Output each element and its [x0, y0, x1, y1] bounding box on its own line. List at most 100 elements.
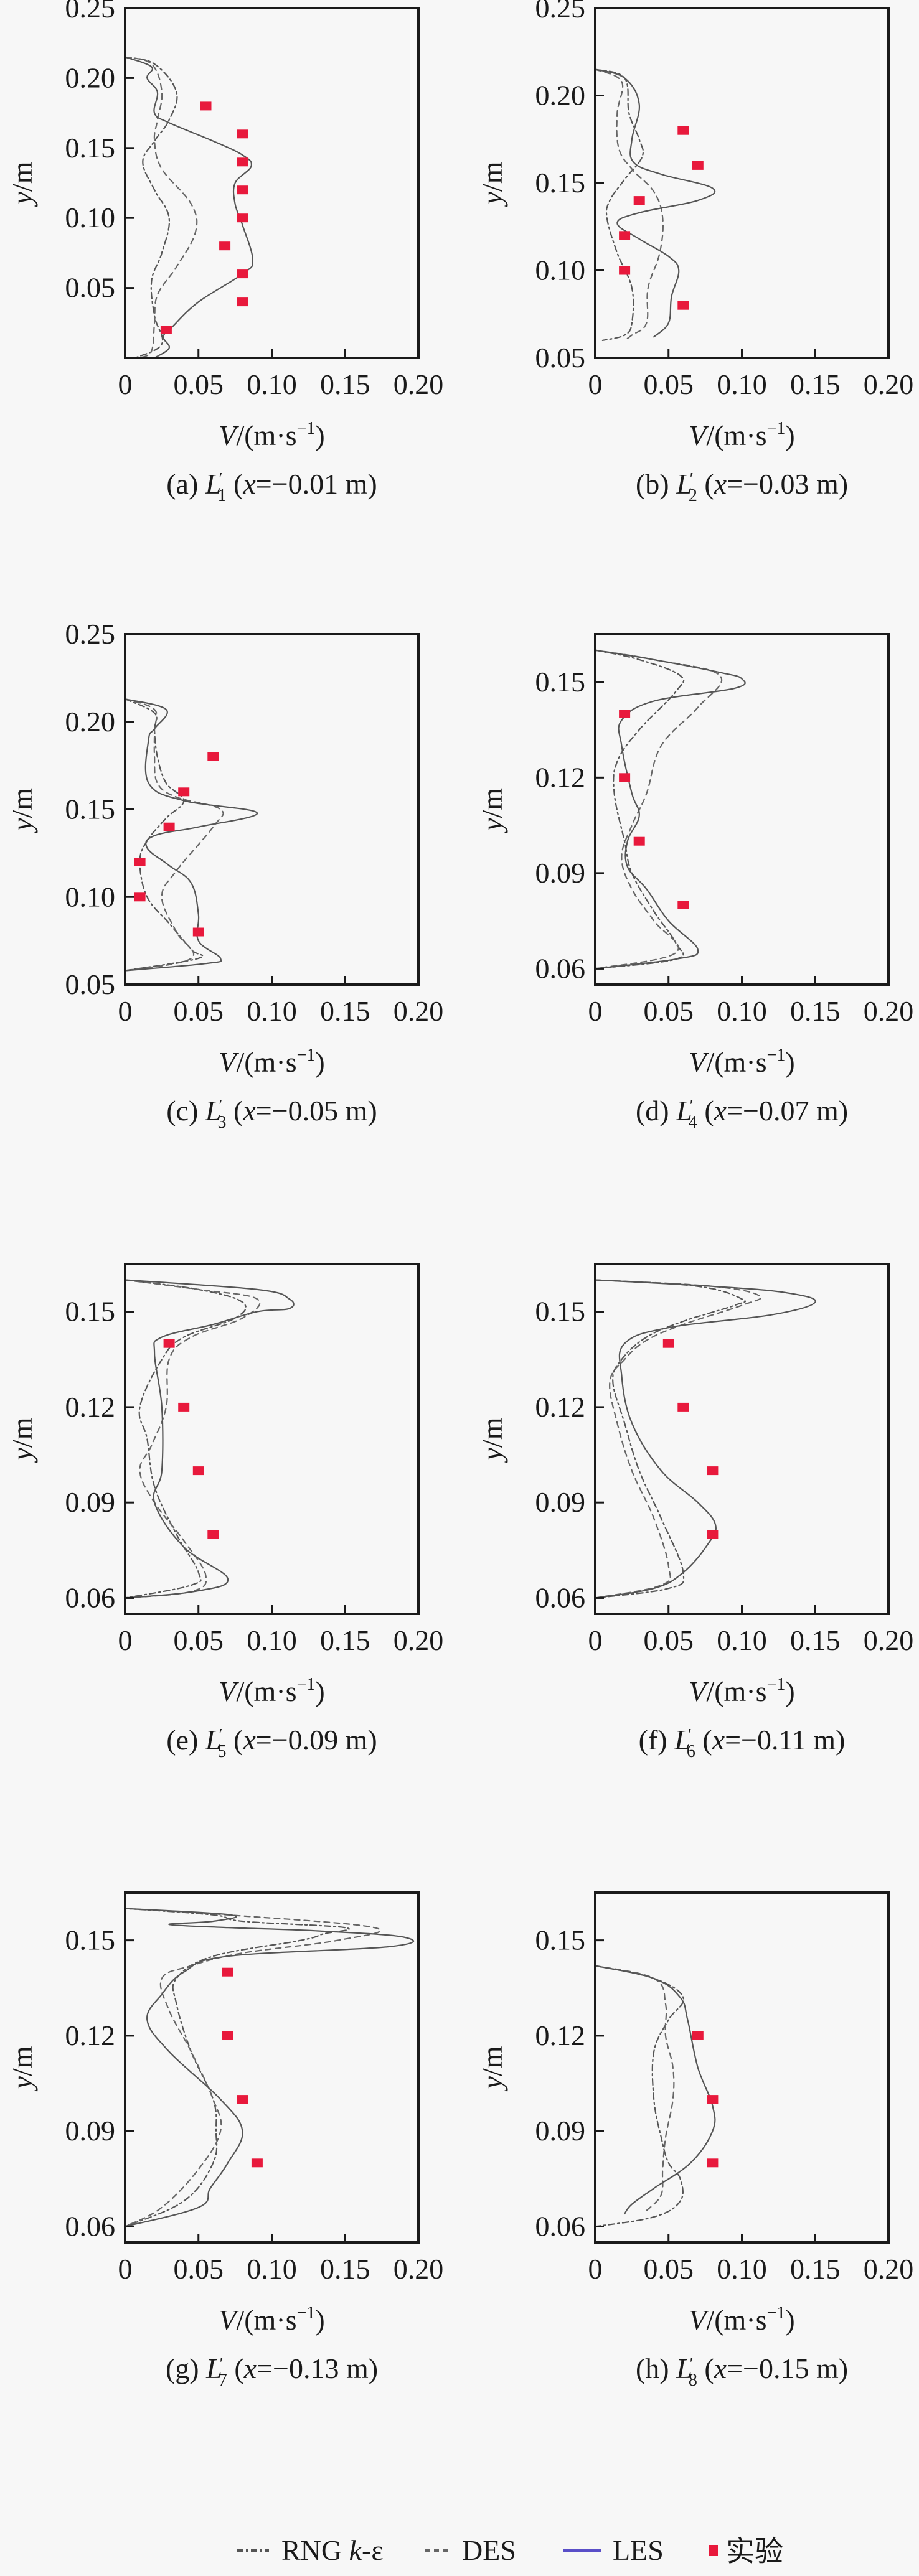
experiment-point	[692, 161, 704, 170]
x-tick-label: 0.10	[717, 2253, 767, 2285]
legend-experiment-marker	[709, 2545, 718, 2556]
x-tick-label: 0	[118, 368, 133, 400]
x-axis-label: V/(m·s−1)	[219, 1675, 324, 1707]
legend: RNG k-ε DES LES 实验	[237, 2534, 783, 2567]
y-tick-label: 0.15	[65, 1296, 116, 1328]
experiment-point	[160, 326, 172, 334]
x-tick-label: 0	[588, 2253, 603, 2285]
y-tick-label: 0.15	[535, 1296, 586, 1328]
x-axis-label: V/(m·s−1)	[689, 1675, 794, 1707]
prime-mark: ′	[219, 1726, 222, 1745]
x-tick-label: 0.10	[247, 2253, 297, 2285]
y-axis-label: y/m	[6, 2046, 38, 2091]
x-tick-label: 0	[118, 1624, 133, 1656]
y-tick-label: 0.15	[535, 1924, 586, 1956]
y-tick-label: 0.15	[535, 666, 586, 698]
y-tick-label: 0.06	[535, 1581, 586, 1613]
series-line-rng-k	[125, 1279, 247, 1599]
x-tick-label: 0.10	[717, 1624, 767, 1656]
experiment-point	[219, 241, 231, 251]
series-line-des	[595, 1279, 762, 1599]
series-line-les	[595, 68, 716, 338]
x-tick-label: 0	[588, 368, 603, 400]
experiment-point	[707, 2095, 719, 2104]
experiment-point	[237, 297, 248, 307]
experiment-point	[178, 787, 190, 797]
x-tick-label: 0.15	[320, 368, 370, 400]
experiment-point	[633, 836, 645, 846]
x-tick-label: 0.20	[394, 2253, 444, 2285]
experiment-point	[707, 2158, 719, 2168]
series-line-rng-k	[125, 56, 178, 358]
prime-mark: ′	[690, 470, 694, 489]
plot-frame	[124, 1263, 420, 1615]
y-tick-label: 0.20	[535, 80, 586, 111]
series-line-rng-k	[125, 698, 204, 972]
y-axis-label: y/m	[476, 161, 508, 207]
y-tick-label: 0.06	[535, 2210, 586, 2242]
experiment-point	[237, 129, 248, 139]
series-line-les	[595, 1279, 816, 1599]
panel-g: 0 0.05 0.10 0.15 0.20 0.06 0.09 0.12 0.15 y/m V/(m…	[6, 1891, 444, 2390]
prime-mark: ′	[219, 470, 222, 489]
panel-caption: (h) L′ 8 (x=−0.15 m)	[636, 2353, 848, 2390]
y-axis-label: y/m	[476, 1417, 508, 1463]
series-line-les	[595, 1965, 716, 2215]
experiment-point	[192, 1466, 204, 1476]
y-tick-label: 0.15	[65, 1924, 116, 1956]
series-line-rng-k	[125, 1908, 350, 2227]
experiment-point	[619, 773, 631, 782]
x-tick-label: 0.05	[174, 368, 224, 400]
panel-f: 0 0.05 0.10 0.15 0.20 0.06 0.09 0.12 0.15 y/m V/(m…	[476, 1263, 914, 1761]
panel-d: 0 0.05 0.10 0.15 0.20 0.06 0.09 0.12 0.15 y/m V/(m…	[476, 633, 913, 1132]
prime-mark: ′	[690, 2354, 694, 2374]
series-line-les	[595, 649, 746, 970]
panel-e: 0 0.05 0.10 0.15 0.20 0.06 0.09 0.12 0.15 y/m V/(m…	[6, 1263, 444, 1761]
series-line-des	[595, 1965, 675, 2211]
x-tick-label: 0.10	[247, 1624, 297, 1656]
y-tick-label: 0.20	[65, 706, 116, 738]
x-tick-label: 0.15	[790, 368, 841, 400]
experiment-point	[163, 1339, 175, 1348]
panel-c: 0 0.05 0.10 0.15 0.200.050.100.150.200.25y/m…	[6, 618, 443, 1132]
experiment-point	[707, 1530, 719, 1539]
prime-mark: ′	[688, 1726, 692, 1745]
x-tick-label: 0.05	[174, 2253, 224, 2285]
series-group	[125, 1279, 295, 1599]
y-tick-label: 0.12	[65, 1391, 116, 1423]
x-axis-label: V/(m·s−1)	[219, 1046, 324, 1078]
panels: 0 0.05 0.10 0.15 0.200.050.100.150.200.25y/m…	[6, 0, 913, 2390]
experiment-point	[633, 196, 645, 205]
x-tick-label: 0.05	[174, 1624, 224, 1656]
prime-mark: ′	[690, 1097, 694, 1116]
series-line-les	[125, 1279, 295, 1599]
x-tick-label: 0.20	[394, 368, 444, 400]
series-line-rng-k	[595, 68, 644, 341]
experiment-point	[207, 752, 219, 761]
x-tick-label: 0.20	[864, 1624, 914, 1656]
experiment-point	[134, 892, 146, 902]
y-tick-label: 0.05	[535, 342, 586, 373]
series-line-des	[595, 68, 664, 341]
plot-frame	[594, 1891, 890, 2244]
x-tick-label: 0.05	[644, 368, 694, 400]
x-tick-label: 0	[588, 1624, 603, 1656]
experiment-point	[619, 266, 631, 275]
series-group	[125, 1908, 415, 2227]
series-line-des	[125, 1279, 261, 1599]
x-tick-label: 0.05	[644, 1624, 694, 1656]
series-line-les	[125, 698, 258, 972]
experiment-point	[222, 2031, 233, 2040]
y-axis-label: y/m	[6, 161, 38, 207]
y-tick-label: 0.05	[65, 272, 116, 304]
x-tick-label: 0.20	[394, 1624, 444, 1656]
legend-rng-label: RNG k-ε	[281, 2534, 384, 2566]
x-tick-label: 0.15	[320, 2253, 370, 2285]
series-group	[595, 1279, 816, 1599]
y-tick-label: 0.05	[65, 968, 116, 1000]
y-tick-label: 0.15	[535, 167, 586, 199]
experiment-point	[222, 1967, 233, 1977]
x-tick-label: 0.15	[320, 1624, 370, 1656]
experiment-point	[237, 269, 248, 279]
